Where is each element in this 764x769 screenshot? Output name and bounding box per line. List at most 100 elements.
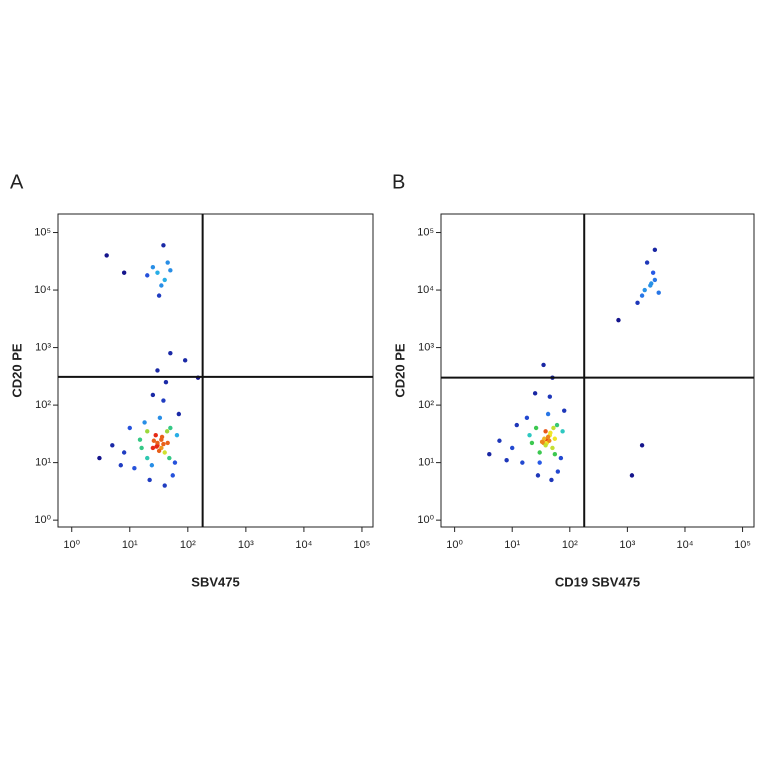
event-dot (145, 273, 150, 278)
x-tick-label: 10⁰ (63, 539, 80, 551)
event-dot (157, 415, 163, 421)
event-dot (639, 443, 645, 448)
event-dot (545, 434, 551, 440)
event-dot (118, 463, 123, 468)
event-dot (549, 477, 554, 483)
x-tick-label: 10¹ (504, 539, 520, 551)
x-tick-label: 10⁵ (354, 539, 371, 551)
event-dot (153, 432, 158, 438)
event-dot (161, 441, 166, 447)
event-dot (520, 460, 525, 465)
event-dot (529, 440, 535, 446)
event-dot (172, 460, 178, 465)
event-dot (145, 429, 150, 434)
event-dot (155, 368, 160, 373)
event-dot (167, 455, 172, 461)
event-dot (543, 443, 548, 448)
event-dot (170, 473, 175, 478)
y-tick-label: 10⁰ (34, 514, 51, 526)
y-tick-label: 10³ (35, 341, 51, 353)
event-dot (159, 283, 164, 288)
event-dot (121, 270, 127, 275)
y-axis-title: CD20 PE (9, 343, 24, 398)
y-axis-title: CD20 PE (392, 343, 407, 398)
event-dot (532, 391, 538, 396)
event-dot (162, 450, 167, 455)
event-dot (537, 460, 542, 465)
y-tick-label: 10² (35, 399, 51, 411)
x-axis-title: SBV475 (191, 574, 239, 589)
event-dot (547, 438, 552, 443)
event-dot (514, 422, 519, 428)
event-dot (560, 429, 565, 434)
event-dot (150, 445, 156, 451)
event-dot (139, 445, 144, 451)
y-tick-label: 10⁴ (34, 284, 51, 296)
event-dot (127, 425, 132, 431)
x-tick-label: 10⁴ (295, 539, 312, 551)
event-dot (151, 438, 157, 443)
event-dot (541, 362, 546, 368)
x-tick-label: 10⁵ (734, 539, 751, 551)
event-dot (547, 394, 553, 399)
x-axis-title: CD19 SBV475 (555, 574, 640, 589)
event-dot (150, 264, 156, 270)
event-dot (110, 443, 115, 448)
y-tick-label: 10⁴ (417, 284, 434, 296)
event-dot (155, 270, 160, 275)
event-dot (159, 434, 165, 440)
event-dot (524, 415, 530, 421)
event-dot (176, 411, 182, 417)
y-tick-label: 10⁵ (34, 226, 51, 238)
event-dot (552, 452, 558, 457)
event-dot (652, 277, 658, 283)
event-dot (147, 477, 152, 483)
y-tick-label: 10¹ (418, 457, 434, 469)
event-dot (145, 455, 150, 461)
x-tick-label: 10⁰ (446, 539, 463, 551)
y-tick-label: 10¹ (35, 457, 51, 469)
event-dot (644, 260, 650, 265)
event-dot (163, 380, 169, 385)
x-tick-label: 10² (180, 539, 196, 551)
event-dot (555, 469, 561, 474)
event-dot (552, 436, 558, 441)
event-dot (537, 450, 542, 455)
x-tick-label: 10⁴ (676, 539, 693, 551)
event-dot (616, 317, 621, 323)
event-dot (652, 247, 658, 253)
panel-label: B (392, 171, 405, 193)
plot-frame (440, 213, 755, 528)
event-dot (535, 473, 541, 478)
event-dot (168, 425, 173, 431)
event-dot (174, 432, 180, 438)
event-dot (132, 465, 137, 471)
event-dot (161, 243, 166, 248)
event-dot (542, 436, 547, 441)
event-dot (142, 420, 147, 425)
event-dot (545, 411, 551, 417)
event-dot (543, 429, 548, 434)
event-dot (533, 425, 539, 431)
event-dot (562, 408, 567, 413)
event-dot (539, 439, 545, 445)
event-dot (656, 290, 661, 295)
event-dot (121, 450, 127, 455)
event-dot (642, 287, 647, 293)
event-dot (527, 432, 532, 438)
event-dot (558, 455, 564, 461)
plot-frame (57, 213, 374, 528)
event-dot (168, 268, 173, 273)
event-dot (635, 300, 640, 306)
event-dot (639, 293, 645, 298)
event-dot (161, 398, 166, 403)
event-dot (154, 444, 159, 449)
event-dot (551, 425, 556, 431)
event-dot (164, 429, 170, 434)
event-dot (162, 483, 167, 488)
y-tick-label: 10² (418, 399, 434, 411)
event-dot (137, 437, 143, 442)
event-dot (155, 440, 160, 446)
y-tick-label: 10³ (418, 341, 434, 353)
